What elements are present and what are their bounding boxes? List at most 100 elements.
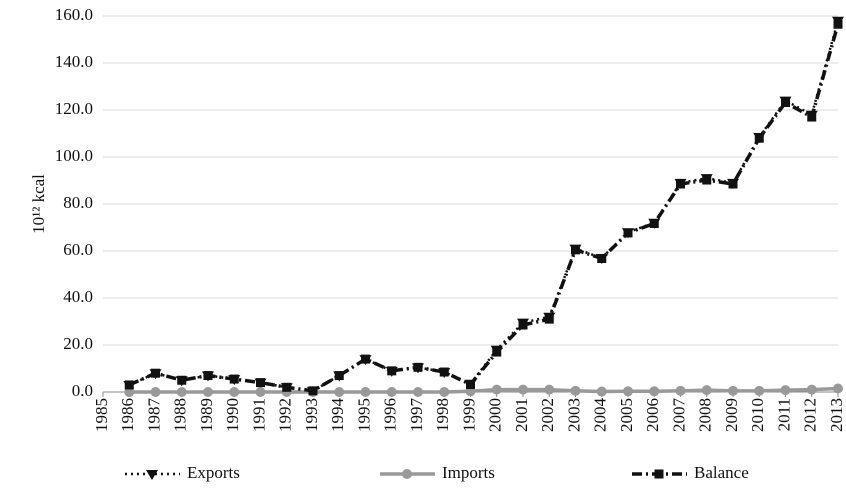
data-point [544, 314, 554, 324]
data-point [833, 19, 843, 29]
x-tick-label: 1985 [92, 398, 111, 432]
data-point [754, 385, 765, 396]
data-point [439, 387, 450, 397]
data-point [649, 219, 659, 229]
x-tick-label: 1991 [249, 398, 268, 432]
x-tick-label: 1993 [302, 398, 321, 432]
y-tick-label: 160.0 [55, 5, 93, 24]
data-point [229, 387, 240, 397]
data-point [255, 387, 266, 397]
data-point [413, 362, 423, 372]
data-point [833, 383, 843, 394]
data-point [203, 371, 213, 381]
x-tick-label: 1987 [144, 398, 163, 433]
x-tick-label: 2003 [564, 398, 583, 432]
data-point [675, 385, 686, 396]
data-point [806, 384, 817, 395]
x-tick-label: 2009 [722, 398, 741, 432]
legend-label: Imports [442, 463, 495, 482]
data-point [702, 175, 712, 185]
x-tick-label: 2008 [696, 398, 715, 432]
y-tick-label: 100.0 [55, 146, 93, 165]
data-point [728, 385, 738, 396]
data-point [176, 387, 187, 397]
legend-marker [146, 470, 158, 480]
x-tick-label: 2005 [617, 398, 636, 432]
data-point [623, 228, 633, 238]
x-tick-label: 1999 [459, 398, 478, 432]
data-point [728, 179, 738, 189]
data-point [491, 384, 502, 395]
x-tick-label: 2006 [643, 398, 662, 432]
y-tick-label: 0.0 [72, 381, 93, 400]
data-point [780, 385, 791, 396]
data-point [492, 347, 502, 357]
x-tick-label: 2000 [486, 398, 505, 432]
data-point [308, 386, 318, 396]
data-point [439, 367, 449, 377]
data-point [518, 384, 528, 395]
x-tick-label: 1997 [407, 398, 426, 433]
y-tick-label: 40.0 [63, 287, 93, 306]
data-point [387, 366, 397, 376]
x-tick-label: 2007 [669, 398, 688, 433]
y-axis-label: 10¹² kcal [29, 174, 48, 234]
data-point [466, 379, 475, 389]
x-tick-label: 1989 [197, 398, 216, 432]
data-point [177, 375, 187, 385]
data-point [124, 380, 134, 390]
data-point [361, 354, 370, 364]
data-point [781, 97, 790, 107]
legend-marker [654, 469, 664, 479]
data-point [203, 387, 213, 397]
x-tick-label: 1995 [354, 398, 373, 432]
data-point [649, 386, 660, 397]
data-point [570, 385, 581, 396]
x-tick-label: 2013 [827, 398, 846, 432]
x-tick-label: 2012 [801, 398, 820, 432]
data-point [518, 320, 528, 330]
data-point [150, 387, 161, 397]
data-point [807, 112, 817, 122]
data-point [571, 245, 580, 255]
y-tick-label: 80.0 [63, 193, 93, 212]
y-tick-label: 140.0 [55, 52, 93, 71]
x-tick-label: 1990 [223, 398, 242, 432]
series-line [128, 23, 840, 393]
x-tick-label: 2004 [591, 398, 610, 433]
data-point [334, 387, 345, 397]
data-point [124, 387, 135, 397]
x-tick-label: 1986 [118, 398, 137, 432]
x-tick-label: 1998 [433, 398, 452, 432]
series-line [128, 20, 840, 393]
legend-marker [402, 469, 412, 479]
y-tick-label: 60.0 [63, 240, 93, 259]
data-point [151, 368, 160, 378]
data-point [676, 179, 685, 189]
data-point [282, 382, 292, 392]
series-line [129, 386, 839, 394]
data-point [256, 378, 265, 388]
data-point [334, 371, 344, 381]
x-tick-label: 1996 [381, 398, 400, 432]
y-tick-label: 120.0 [55, 99, 93, 118]
data-point [544, 384, 555, 395]
x-tick-label: 2001 [512, 398, 531, 432]
legend-label: Exports [187, 463, 240, 482]
y-tick-label: 20.0 [63, 334, 93, 353]
data-point [386, 387, 397, 397]
x-tick-label: 2002 [538, 398, 557, 432]
data-point [360, 387, 371, 397]
data-point [754, 133, 764, 143]
data-point [229, 374, 239, 384]
data-point [413, 387, 423, 397]
x-tick-label: 1992 [276, 398, 295, 432]
x-tick-label: 2011 [774, 398, 793, 431]
data-point [597, 254, 607, 264]
data-point [701, 385, 712, 396]
x-tick-label: 1988 [171, 398, 190, 432]
x-tick-label: 1994 [328, 398, 347, 433]
x-tick-label: 2010 [748, 398, 767, 432]
data-point [596, 386, 607, 397]
legend-label: Balance [694, 463, 749, 482]
